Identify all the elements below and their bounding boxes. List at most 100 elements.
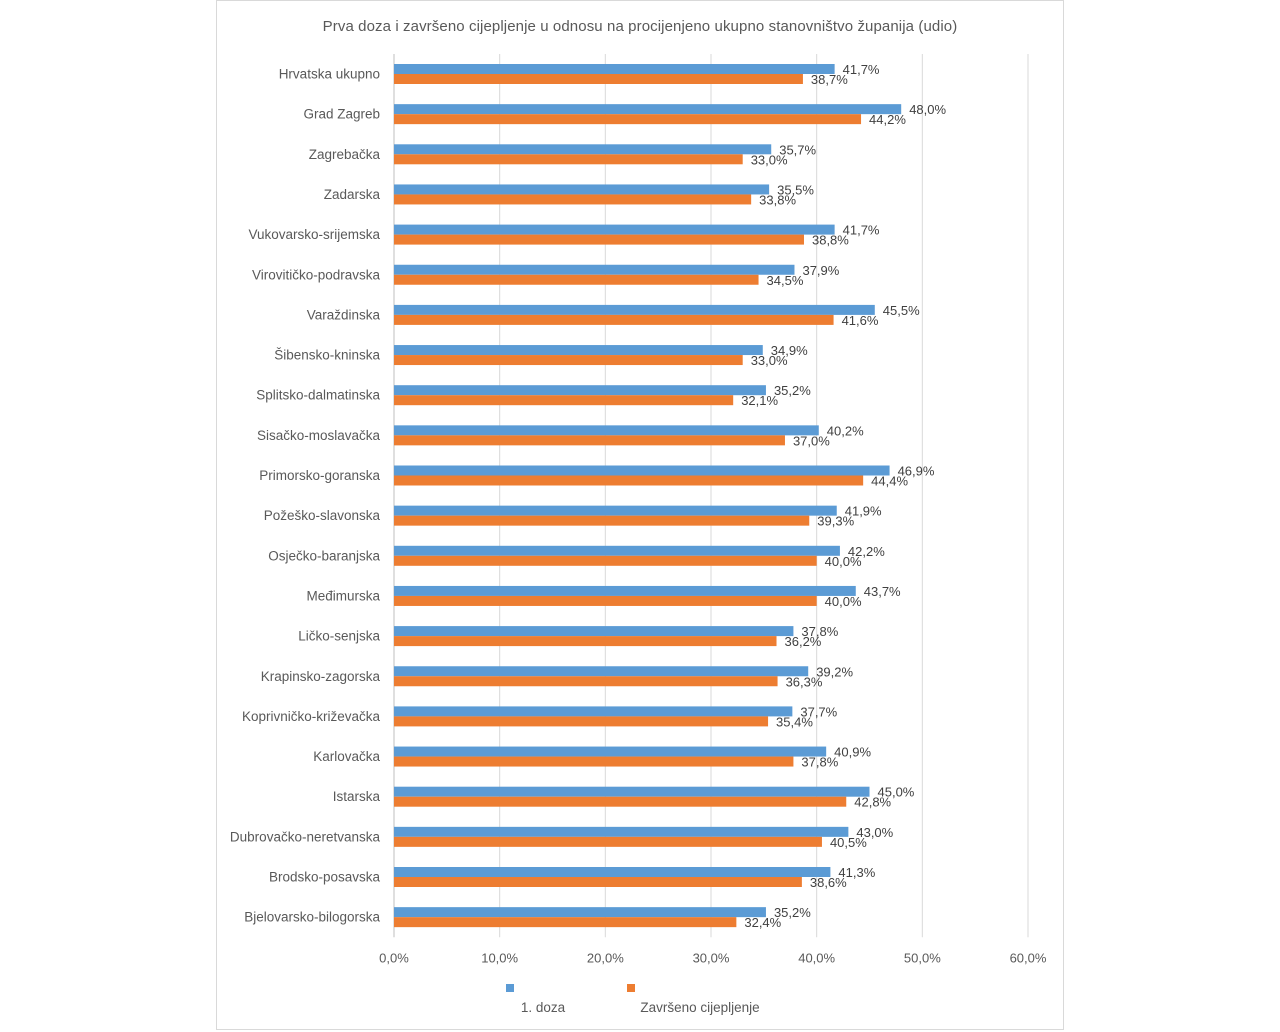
- data-label-completed: 35,4%: [776, 714, 813, 729]
- bar-first-dose: [394, 385, 766, 396]
- data-label-completed: 37,0%: [793, 433, 830, 448]
- bar-first-dose: [394, 545, 840, 556]
- bar-completed: [394, 636, 777, 647]
- data-label-completed: 33,0%: [751, 353, 788, 368]
- data-label-first-dose: 35,7%: [779, 142, 816, 157]
- bar-first-dose: [394, 64, 835, 74]
- bar-completed: [394, 515, 810, 526]
- bar-completed: [394, 877, 802, 887]
- bar-first-dose: [394, 345, 763, 356]
- bar-completed: [394, 676, 778, 687]
- data-label-first-dose: 43,7%: [864, 584, 901, 599]
- category-label: Grad Zagreb: [303, 107, 380, 122]
- data-label-first-dose: 37,9%: [802, 263, 839, 278]
- chart-title: Prva doza i završeno cijepljenje u odnos…: [322, 18, 958, 35]
- data-label-first-dose: 40,2%: [827, 423, 864, 438]
- category-label: Ličko-senjska: [298, 629, 380, 644]
- bar-first-dose: [394, 585, 856, 596]
- bar-first-dose: [394, 224, 835, 235]
- bar-first-dose: [394, 144, 772, 155]
- category-label: Vukovarsko-srijemska: [248, 227, 380, 242]
- bar-completed: [394, 756, 794, 767]
- bar-completed: [394, 836, 822, 847]
- category-label: Krapinsko-zagorska: [261, 669, 381, 684]
- data-label-completed: 33,0%: [751, 152, 788, 167]
- category-label: Bjelovarsko-bilogorska: [244, 910, 380, 925]
- data-label-first-dose: 37,8%: [801, 624, 838, 639]
- data-label-completed: 34,5%: [767, 273, 804, 288]
- category-label: Primorsko-goranska: [259, 468, 380, 483]
- data-label-completed: 44,2%: [869, 112, 906, 127]
- bar-first-dose: [394, 425, 819, 436]
- x-tick-label: 40,0%: [798, 950, 835, 965]
- category-label: Karlovačka: [313, 749, 380, 764]
- bar-first-dose: [394, 666, 809, 677]
- data-label-completed: 39,3%: [817, 514, 854, 529]
- data-label-first-dose: 34,9%: [771, 343, 808, 358]
- bar-first-dose: [394, 304, 875, 315]
- bar-completed: [394, 555, 817, 566]
- bar-first-dose: [394, 505, 837, 516]
- bar-completed: [394, 314, 834, 325]
- data-label-completed: 40,5%: [830, 835, 867, 850]
- data-label-first-dose: 46,9%: [898, 464, 935, 479]
- bar-completed: [394, 435, 785, 446]
- x-tick-label: 50,0%: [904, 950, 941, 965]
- data-label-completed: 36,3%: [786, 674, 823, 689]
- bar-first-dose: [394, 826, 849, 837]
- category-label: Sisačko-moslavačka: [257, 428, 381, 443]
- data-label-completed: 42,8%: [854, 795, 891, 810]
- bar-completed: [394, 595, 817, 606]
- x-tick-label: 0,0%: [379, 950, 409, 965]
- bar-first-dose: [394, 786, 870, 797]
- category-label: Hrvatska ukupno: [279, 67, 380, 82]
- x-tick-label: 10,0%: [481, 950, 518, 965]
- bar-completed: [394, 475, 864, 486]
- data-label-first-dose: 43,0%: [856, 825, 893, 840]
- data-label-completed: 40,0%: [825, 594, 862, 609]
- category-label: Splitsko-dalmatinska: [256, 388, 380, 403]
- bar-completed: [394, 114, 862, 125]
- data-label-completed: 36,2%: [785, 634, 822, 649]
- bar-first-dose: [394, 264, 795, 275]
- data-label-first-dose: 41,7%: [843, 62, 880, 77]
- bar-first-dose: [394, 465, 890, 476]
- data-label-completed: 32,1%: [741, 393, 778, 408]
- data-label-first-dose: 45,5%: [883, 303, 920, 318]
- data-label-completed: 40,0%: [825, 554, 862, 569]
- data-label-first-dose: 40,9%: [834, 745, 871, 760]
- category-label: Požeško-slavonska: [264, 508, 381, 523]
- legend-label-first-dose: 1. doza: [521, 1000, 566, 1015]
- data-label-completed: 41,6%: [842, 313, 879, 328]
- bar-first-dose: [394, 104, 902, 115]
- legend-label-completed: Završeno cijepljenje: [640, 1000, 759, 1015]
- category-label: Zadarska: [324, 187, 381, 202]
- data-label-completed: 44,4%: [871, 474, 908, 489]
- data-label-completed: 38,8%: [812, 233, 849, 248]
- bar-completed: [394, 716, 769, 727]
- data-label-first-dose: 35,5%: [777, 182, 814, 197]
- bar-first-dose: [394, 626, 794, 637]
- bar-first-dose: [394, 184, 770, 195]
- data-label-first-dose: 42,2%: [848, 544, 885, 559]
- legend-swatch-first-dose: [506, 984, 514, 992]
- bar-completed: [394, 917, 737, 928]
- data-label-first-dose: 39,2%: [816, 664, 853, 679]
- data-label-first-dose: 35,2%: [774, 383, 811, 398]
- bar-completed: [394, 355, 743, 366]
- category-label: Koprivničko-križevačka: [242, 709, 381, 724]
- data-label-completed: 32,4%: [744, 915, 781, 930]
- data-label-first-dose: 41,3%: [838, 865, 875, 880]
- category-label: Varaždinska: [307, 307, 381, 322]
- bar-completed: [394, 274, 759, 285]
- data-label-completed: 37,8%: [801, 755, 838, 770]
- category-label: Brodsko-posavska: [269, 870, 381, 885]
- bar-first-dose: [394, 907, 766, 918]
- bar-completed: [394, 395, 734, 406]
- bar-first-dose: [394, 867, 831, 877]
- x-tick-label: 20,0%: [587, 950, 624, 965]
- data-label-completed: 38,7%: [811, 72, 848, 87]
- category-label: Dubrovačko-neretvanska: [230, 829, 381, 844]
- category-label: Šibensko-kninska: [274, 348, 380, 363]
